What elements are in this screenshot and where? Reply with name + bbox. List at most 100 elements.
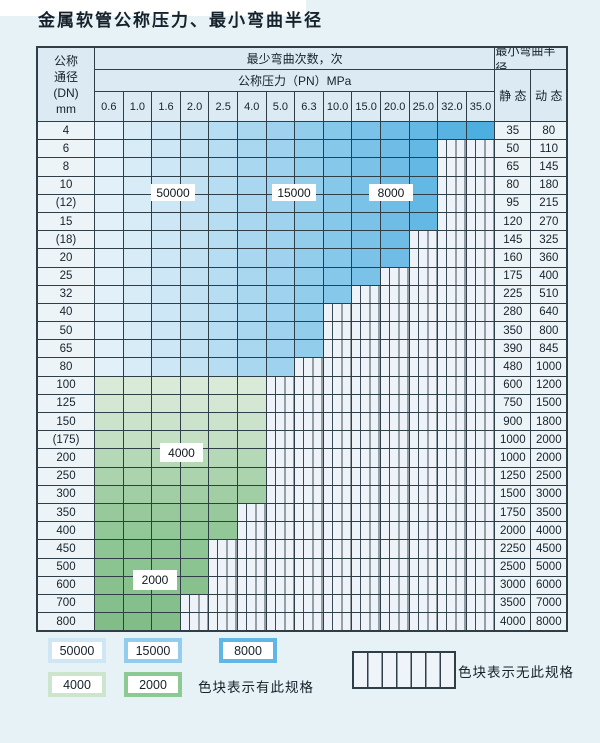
spec-cell (237, 212, 266, 231)
no-spec-cell (466, 267, 495, 285)
no-spec-cell (323, 485, 352, 503)
spec-cell (209, 212, 237, 231)
spec-cell (180, 522, 209, 540)
spec-cell (95, 267, 123, 285)
no-spec-cell (466, 376, 495, 394)
spec-cell (209, 158, 237, 176)
no-spec-cell (466, 158, 495, 176)
spec-cell (266, 285, 295, 303)
spec-cell (352, 231, 380, 249)
no-spec-cell (466, 485, 495, 503)
no-spec-cell (380, 503, 409, 522)
dn-cell: 65 (38, 340, 94, 358)
spec-cell (323, 194, 352, 212)
no-spec-cell (266, 594, 295, 613)
dn-cell: 150 (38, 413, 94, 431)
spec-cell (209, 231, 237, 249)
no-spec-cell (352, 413, 380, 431)
no-spec-cell (295, 376, 323, 394)
dynamic-radius-cell: 510 (531, 285, 567, 303)
no-spec-cell (352, 358, 380, 376)
spec-cell (409, 140, 438, 158)
static-radius-cell: 1000 (495, 431, 531, 449)
legend-swatch-2000: 2000 (124, 672, 182, 697)
no-spec-cell (438, 558, 466, 576)
spec-cell (123, 303, 152, 322)
no-spec-cell (237, 558, 266, 576)
header-pn-value: 10.0 (323, 92, 352, 121)
no-spec-cell (438, 594, 466, 613)
no-spec-cell (438, 449, 466, 467)
spec-cell (466, 122, 495, 140)
spec-cell (180, 503, 209, 522)
no-spec-cell (409, 322, 438, 340)
dynamic-radius-cell: 1000 (531, 358, 567, 376)
no-spec-cell (295, 576, 323, 594)
spec-cell (152, 231, 180, 249)
no-spec-cell (209, 558, 237, 576)
spec-cell (123, 194, 152, 212)
dn-cell: 40 (38, 303, 94, 322)
legend-swatch-4000: 4000 (48, 672, 106, 697)
spec-cell (180, 322, 209, 340)
spec-cell (152, 140, 180, 158)
no-spec-cell (237, 613, 266, 631)
header-pn-value: 1.0 (123, 92, 152, 121)
dn-cell: 10 (38, 176, 94, 194)
spec-cell (295, 249, 323, 267)
spec-cell (237, 340, 266, 358)
spec-cell (180, 122, 209, 140)
spec-cell (95, 158, 123, 176)
static-radius-cell: 2250 (495, 540, 531, 558)
spec-cell (95, 249, 123, 267)
spec-cell (123, 522, 152, 540)
no-spec-cell (295, 503, 323, 522)
zone-cycle-label: 50000 (151, 184, 195, 201)
spec-cell (209, 394, 237, 412)
no-spec-cell (438, 249, 466, 267)
no-spec-cell (409, 340, 438, 358)
no-spec-cell (438, 431, 466, 449)
spec-cell (323, 176, 352, 194)
zone-cycle-label: 8000 (369, 184, 413, 201)
static-radius-cell: 600 (495, 376, 531, 394)
static-radius-cell: 120 (495, 212, 531, 231)
no-spec-cell (438, 212, 466, 231)
no-spec-cell (323, 358, 352, 376)
no-spec-cell (237, 522, 266, 540)
no-spec-cell (438, 358, 466, 376)
page-title: 金属软管公称压力、最小弯曲半径 (38, 11, 323, 31)
dynamic-radius-cell: 4000 (531, 522, 567, 540)
no-spec-cell (409, 267, 438, 285)
static-radius-cell: 225 (495, 285, 531, 303)
spec-cell (123, 212, 152, 231)
spec-cell (295, 285, 323, 303)
no-spec-cell (323, 322, 352, 340)
spec-cell (209, 340, 237, 358)
static-radius-cell: 3000 (495, 576, 531, 594)
spec-cell (95, 285, 123, 303)
spec-cell (209, 376, 237, 394)
no-spec-cell (438, 231, 466, 249)
spec-cell (180, 158, 209, 176)
dn-cell: 250 (38, 467, 94, 485)
no-spec-cell (438, 413, 466, 431)
spec-cell (123, 467, 152, 485)
spec-cell (180, 231, 209, 249)
dynamic-radius-cell: 3500 (531, 503, 567, 522)
no-spec-cell (466, 212, 495, 231)
no-spec-cell (266, 576, 295, 594)
spec-cell (180, 540, 209, 558)
dn-cell: 50 (38, 322, 94, 340)
spec-cell (123, 394, 152, 412)
dynamic-radius-cell: 145 (531, 158, 567, 176)
dn-cell: (175) (38, 431, 94, 449)
no-spec-cell (409, 231, 438, 249)
no-spec-cell (438, 576, 466, 594)
spec-cell (123, 267, 152, 285)
no-spec-cell (438, 176, 466, 194)
header-pn-value: 2.5 (209, 92, 237, 121)
no-spec-cell (438, 140, 466, 158)
spec-cell (380, 249, 409, 267)
spec-cell (209, 176, 237, 194)
